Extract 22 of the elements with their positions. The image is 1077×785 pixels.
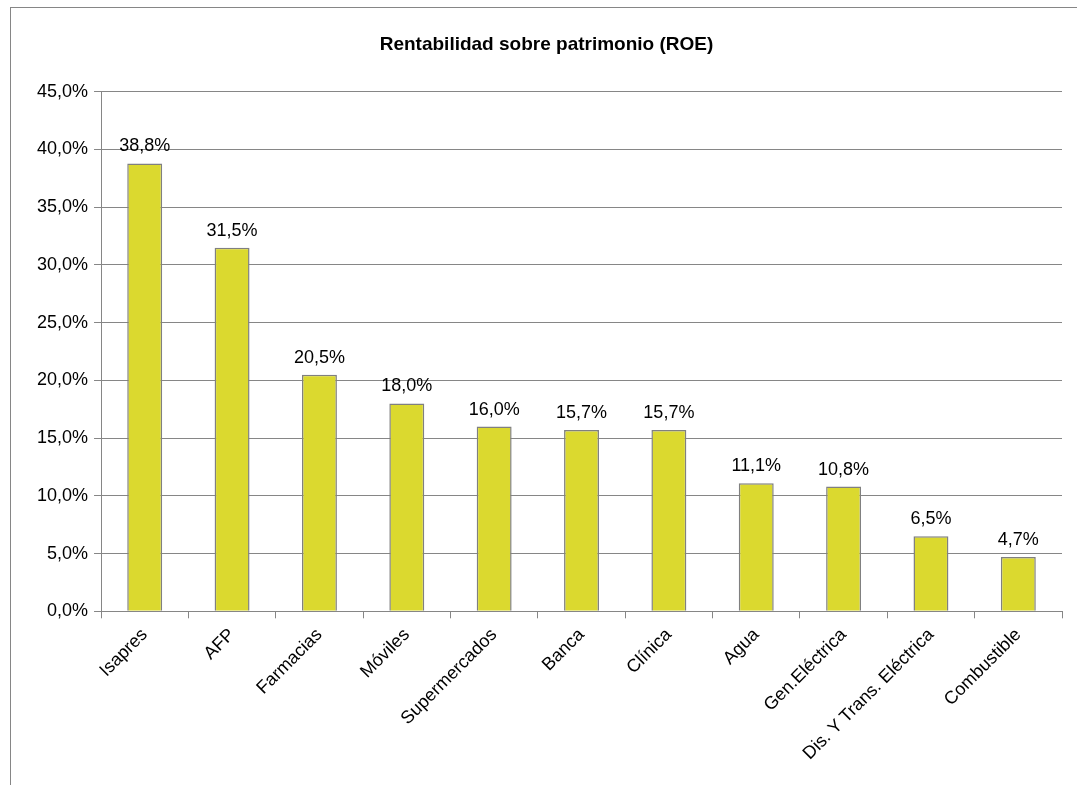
y-tick-label: 45,0%	[36, 80, 89, 101]
data-label: 20,5%	[293, 346, 345, 367]
y-tick-label: 15,0%	[36, 427, 89, 448]
y-tick-label: 5,0%	[47, 542, 89, 563]
y-tick-label: 10,0%	[36, 484, 89, 505]
y-tick-label: 35,0%	[36, 196, 89, 217]
data-label: 6,5%	[910, 508, 952, 529]
data-label: 31,5%	[206, 219, 258, 240]
y-tick-label: 30,0%	[36, 253, 89, 274]
chart-title: Rentabilidad sobre patrimonio (ROE)	[379, 32, 714, 54]
data-label: 38,8%	[119, 135, 171, 156]
y-tick-label: 20,0%	[36, 369, 89, 390]
y-tick-label: 25,0%	[36, 311, 89, 332]
data-label: 10,8%	[818, 458, 870, 479]
y-tick-label: 0,0%	[47, 600, 89, 621]
data-label: 4,7%	[997, 529, 1039, 550]
data-label: 16,0%	[468, 398, 520, 419]
data-label: 15,7%	[556, 402, 608, 423]
data-label: 11,1%	[731, 455, 782, 476]
y-tick-label: 40,0%	[36, 138, 89, 159]
data-label: 18,0%	[381, 375, 433, 396]
data-label: 15,7%	[643, 402, 695, 423]
